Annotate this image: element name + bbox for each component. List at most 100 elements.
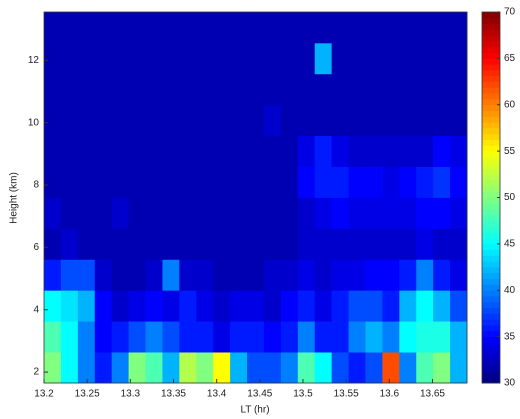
heatmap-cell	[230, 197, 248, 229]
heatmap-cell	[331, 42, 349, 75]
heatmap-cell	[230, 166, 248, 198]
heatmap-cell	[382, 352, 400, 384]
heatmap-cell	[382, 259, 400, 291]
heatmap-cell	[213, 321, 231, 353]
heatmap-cell	[365, 352, 383, 384]
heatmap-cell	[230, 228, 248, 260]
heatmap-cell	[297, 290, 316, 322]
heatmap-cell	[450, 73, 468, 106]
heatmap-cell	[314, 352, 333, 384]
heatmap-cell	[196, 228, 214, 260]
heatmap-cell	[230, 321, 248, 353]
heatmap-cell	[450, 259, 468, 291]
heatmap-cell	[213, 73, 231, 106]
heatmap-cell	[111, 352, 129, 384]
heatmap-cell	[263, 228, 282, 260]
heatmap-cell	[280, 228, 299, 260]
heatmap-cell	[297, 135, 316, 167]
colorbar-step	[482, 40, 500, 48]
heatmap-cell	[280, 12, 299, 44]
heatmap-cell	[382, 135, 400, 167]
heatmap-cell	[94, 166, 113, 198]
heatmap-cell	[382, 290, 400, 322]
heatmap-cell	[128, 42, 146, 75]
heatmap-cell	[399, 321, 417, 353]
heatmap-cell	[162, 290, 180, 322]
colorbar-step	[482, 267, 500, 274]
heatmap-cell	[179, 166, 197, 198]
heatmap-cell	[179, 73, 197, 106]
heatmap-cell	[314, 321, 333, 353]
heatmap-cell	[348, 12, 366, 44]
heatmap-cell	[145, 42, 163, 75]
heatmap-cell	[365, 135, 383, 167]
heatmap-cell	[297, 166, 316, 198]
heatmap-cell	[297, 352, 316, 384]
heatmap-cell	[331, 352, 349, 384]
x-tick-label: 13.65	[420, 389, 445, 400]
heatmap-cell	[314, 135, 333, 167]
heatmap-cell	[314, 73, 333, 106]
heatmap-cell	[145, 166, 163, 198]
heatmap-cell	[94, 12, 113, 44]
heatmap-cell	[331, 228, 349, 260]
heatmap-cell	[111, 321, 129, 353]
colorbar-step	[482, 359, 500, 367]
heatmap-cell	[230, 73, 248, 106]
colorbar-step	[482, 249, 500, 256]
heatmap-cell	[44, 104, 62, 137]
heatmap-cell	[450, 352, 468, 384]
colorbar-step	[482, 110, 500, 117]
colorbar-step	[482, 12, 500, 19]
colorbar-step	[482, 139, 500, 146]
heatmap-cell	[111, 73, 129, 106]
heatmap-cell	[111, 12, 129, 44]
heatmap-cell	[382, 42, 400, 75]
colorbar-step	[482, 122, 500, 129]
heatmap-cell	[145, 73, 163, 106]
colorbar-tick-label: 45	[504, 239, 516, 250]
heatmap-cell	[128, 135, 146, 167]
heatmap-cell	[263, 352, 282, 384]
colorbar-step	[482, 185, 500, 193]
heatmap-cell	[94, 259, 113, 291]
heatmap-cell	[77, 12, 96, 44]
heatmap-cell	[263, 197, 282, 229]
heatmap-cell	[162, 166, 180, 198]
colorbar-tick-label: 40	[504, 285, 516, 296]
heatmap-cell	[297, 259, 316, 291]
colorbar-step	[482, 69, 500, 77]
heatmap-cell	[348, 166, 366, 198]
x-tick-label: 13.4	[207, 389, 227, 400]
x-axis-label: LT (hr)	[240, 405, 269, 416]
heatmap-cell	[331, 73, 349, 106]
heatmap-cell	[331, 197, 349, 229]
colorbar-step	[482, 220, 500, 227]
heatmap-cell	[111, 166, 129, 198]
heatmap-cell	[247, 197, 265, 229]
colorbar-step	[482, 278, 500, 285]
heatmap-cell	[196, 352, 214, 384]
heatmap-cell	[314, 290, 333, 322]
heatmap-cell	[416, 197, 434, 229]
heatmap-cell	[128, 197, 146, 229]
heatmap-cell	[162, 104, 180, 137]
heatmap-cell	[314, 259, 333, 291]
y-tick-label: 2	[33, 367, 39, 378]
heatmap-cell	[77, 104, 96, 137]
x-tick-label: 13.3	[121, 389, 141, 400]
colorbar-step	[482, 52, 500, 59]
heatmap-cell	[348, 321, 366, 353]
heatmap-cell	[348, 259, 366, 291]
heatmap-cell	[433, 73, 451, 106]
heatmap-cell	[162, 197, 180, 229]
heatmap-cell	[145, 228, 163, 260]
heatmap-cell	[365, 197, 383, 229]
heatmap-cell	[247, 321, 265, 353]
heatmap-cell	[60, 42, 79, 75]
heatmap-cell	[162, 135, 180, 167]
heatmap-cell	[280, 197, 299, 229]
heatmap-cell	[263, 321, 282, 353]
heatmap-cell	[60, 166, 79, 198]
colorbar-step	[482, 197, 500, 204]
